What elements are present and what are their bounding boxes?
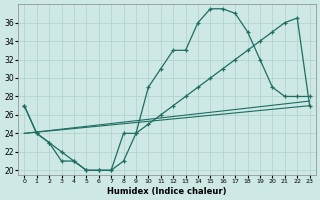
X-axis label: Humidex (Indice chaleur): Humidex (Indice chaleur): [107, 187, 227, 196]
